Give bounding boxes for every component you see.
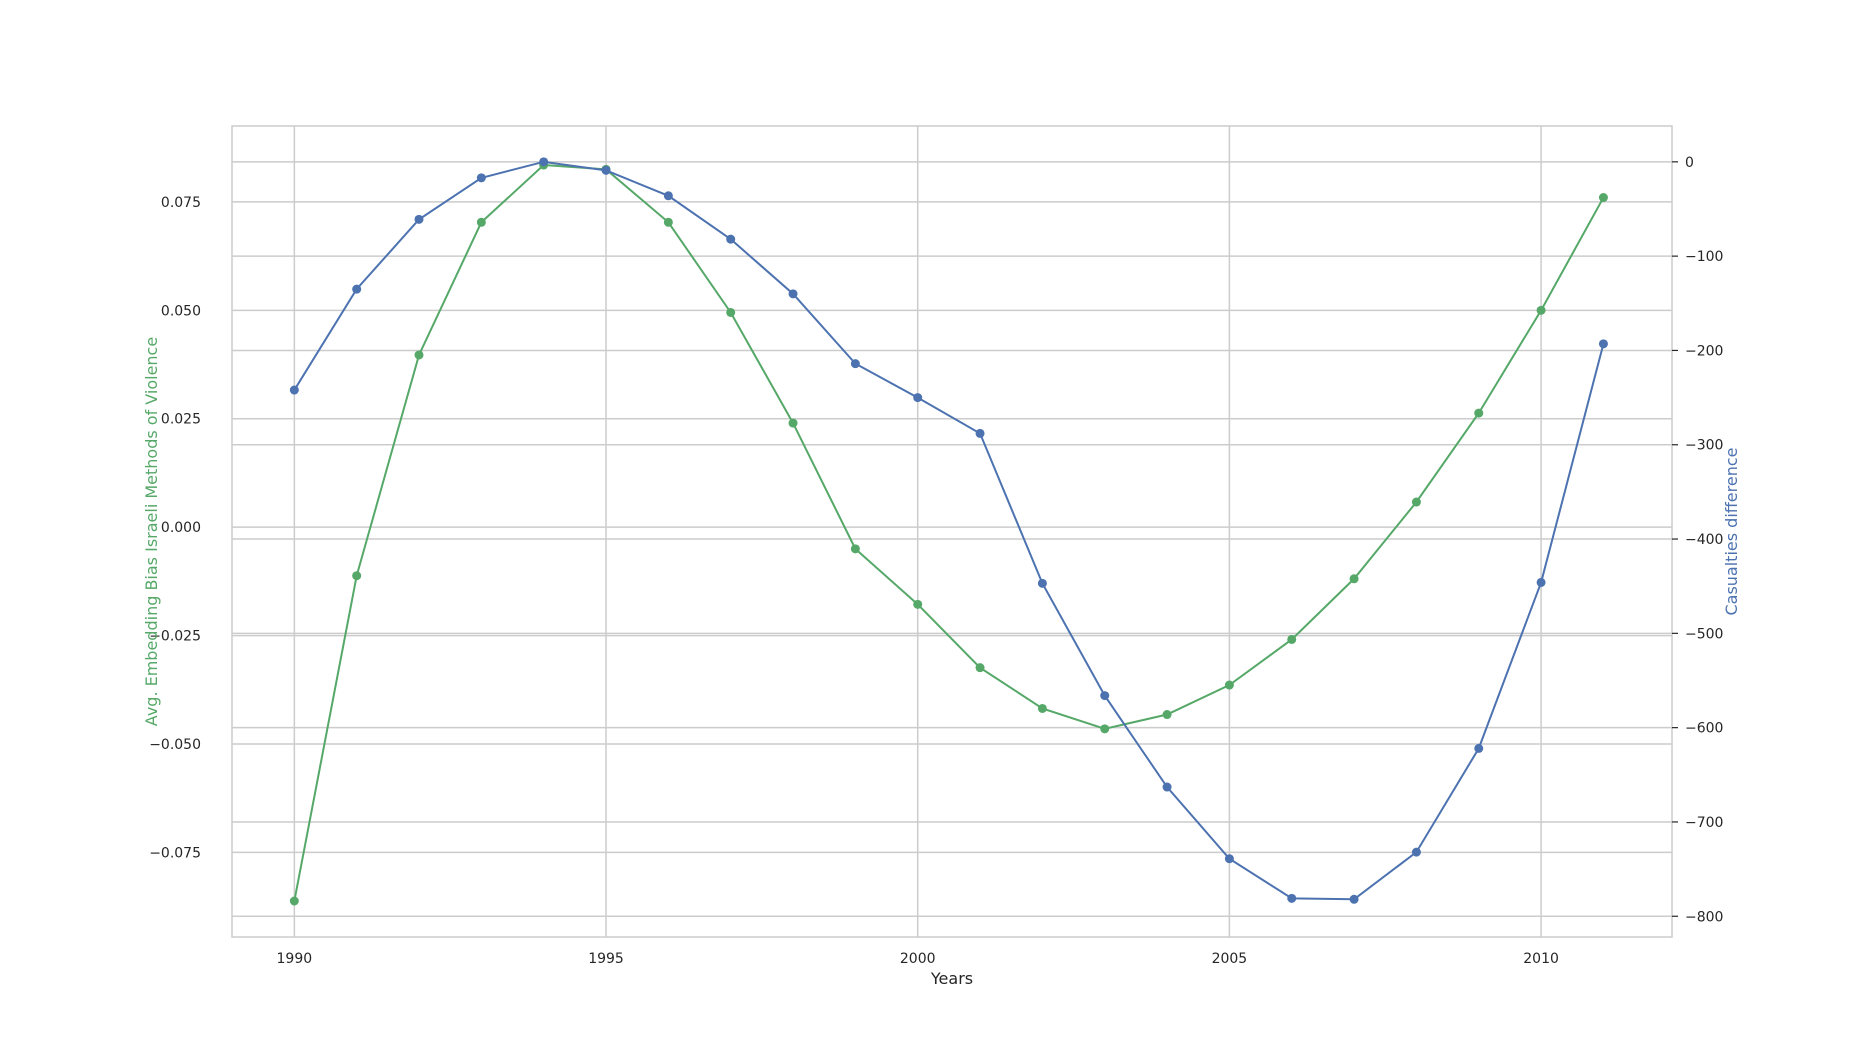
y-left-tick-label: 0.075 (161, 195, 201, 211)
series-point-left (975, 663, 985, 673)
y-right-tick-label: 0 (1685, 155, 1694, 171)
series-point-right (975, 428, 985, 438)
series-layer (289, 157, 1608, 906)
series-point-left (1349, 574, 1359, 584)
series-point-right (850, 359, 860, 369)
series-point-left (1474, 408, 1484, 418)
y-left-tick-label: −0.025 (149, 629, 201, 645)
plot-frame (231, 125, 1673, 938)
series-point-right (1162, 782, 1172, 792)
series-point-right (601, 165, 611, 175)
y-right-tick-label: −500 (1685, 626, 1723, 642)
x-tick-label: 2000 (900, 951, 936, 967)
series-point-left (476, 217, 486, 227)
y-left-tick-label: −0.075 (149, 845, 201, 861)
y-right-tick-label: −800 (1685, 909, 1723, 925)
series-point-left (1536, 305, 1546, 315)
y-right-axis-ticks: 0 −100 −200 −300 −400 −500 −600 −700 −800 (1672, 155, 1723, 925)
series-point-right (1100, 691, 1110, 701)
series-point-left (913, 599, 923, 609)
x-tick-label: 2005 (1212, 951, 1248, 967)
series-point-left (663, 217, 673, 227)
x-tick-label: 2010 (1523, 951, 1559, 967)
series-line-right (293, 160, 1605, 901)
series-point-left (289, 896, 299, 906)
y-left-tick-label: 0.025 (161, 412, 201, 428)
y-right-tick-label: −700 (1685, 815, 1723, 831)
series-point-right (913, 393, 923, 403)
series-point-left (1287, 634, 1297, 644)
y-left-axis-ticks: −0.075 −0.050 −0.025 0.000 0.025 0.050 0.075 (149, 195, 201, 862)
series-point-left (1162, 710, 1172, 720)
series-point-right (788, 289, 798, 299)
series-line-left (293, 164, 1605, 902)
grid-layer (232, 126, 1672, 937)
series-point-right (1037, 578, 1047, 588)
series-point-left (726, 307, 736, 317)
series-point-left (1037, 703, 1047, 713)
series-point-right (1474, 743, 1484, 753)
x-axis-ticks: 1990 1995 2000 2005 2010 (277, 951, 1559, 967)
x-axis-label: Years (930, 969, 973, 988)
series-point-left (1411, 497, 1421, 507)
y-right-axis-label: Casualties difference (1722, 447, 1741, 615)
x-tick-label: 1990 (277, 951, 313, 967)
series-point-right (726, 234, 736, 244)
y-right-tick-label: −400 (1685, 532, 1723, 548)
series-point-right (1411, 847, 1421, 857)
series-point-right (352, 284, 362, 294)
y-right-tick-label: −300 (1685, 438, 1723, 454)
y-left-tick-label: −0.050 (149, 737, 201, 753)
y-right-tick-label: −200 (1685, 343, 1723, 359)
series-point-left (1598, 193, 1608, 203)
y-right-tick-label: −100 (1685, 249, 1723, 265)
series-point-right (1598, 339, 1608, 349)
y-right-tick-label: −600 (1685, 721, 1723, 737)
series-point-left (850, 544, 860, 554)
y-left-tick-label: 0.050 (161, 303, 201, 319)
series-point-right (476, 173, 486, 183)
series-point-left (352, 571, 362, 581)
series-point-right (1224, 854, 1234, 864)
series-point-left (788, 418, 798, 428)
series-point-right (1349, 894, 1359, 904)
y-left-tick-label: 0.000 (161, 520, 201, 536)
series-point-right (539, 157, 549, 167)
x-tick-label: 1995 (588, 951, 624, 967)
series-point-right (1536, 577, 1546, 587)
series-point-left (414, 350, 424, 360)
series-point-right (414, 214, 424, 224)
y-left-axis-label: Avg. Embedding Bias Israeli Methods of V… (142, 337, 161, 726)
series-point-right (663, 191, 673, 201)
series-point-right (289, 385, 299, 395)
series-point-left (1224, 680, 1234, 690)
series-point-right (1287, 893, 1297, 903)
series-point-left (1100, 724, 1110, 734)
